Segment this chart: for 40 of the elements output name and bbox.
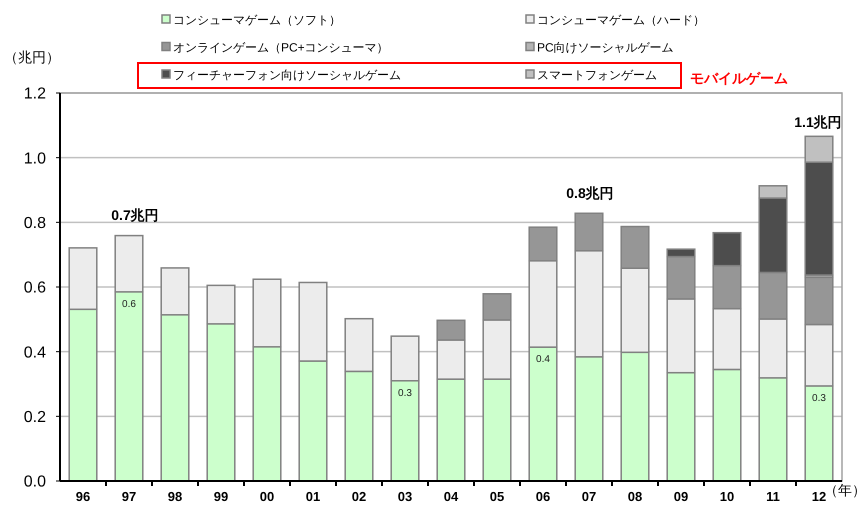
annotation: 0.8兆円 bbox=[566, 184, 614, 201]
x-tick-label: 97 bbox=[122, 489, 136, 504]
annotation: 1.1兆円 bbox=[794, 114, 842, 130]
y-axis-title: （兆円） bbox=[4, 49, 60, 65]
y-tick-label: 1.0 bbox=[24, 150, 46, 168]
data-label: 0.3 bbox=[398, 388, 412, 399]
y-tick-label: 1.2 bbox=[24, 86, 46, 103]
text: モバイルゲーム bbox=[690, 70, 788, 86]
x-tick-label: 10 bbox=[720, 489, 734, 504]
legend-label: フィーチャーフォン向けソーシャルゲーム bbox=[173, 68, 401, 82]
y-tick-label: 0.4 bbox=[24, 344, 46, 362]
x-axis-title: （年） bbox=[824, 482, 866, 498]
annotation: 0.7兆円 bbox=[111, 206, 159, 223]
legend-label: スマートフォンゲーム bbox=[537, 68, 657, 82]
x-tick-label: 96 bbox=[76, 489, 90, 504]
x-tick-label: 02 bbox=[352, 489, 366, 504]
x-tick-label: 12 bbox=[812, 489, 826, 504]
data-label: 0.6 bbox=[122, 298, 136, 310]
x-tick-label: 98 bbox=[168, 489, 182, 504]
x-tick-label: 08 bbox=[628, 489, 642, 504]
y-tick-label: 0.6 bbox=[24, 280, 46, 297]
legend-label: コンシューマゲーム（ハード） bbox=[537, 13, 705, 28]
legend-label: PC向けソーシャルゲーム bbox=[537, 40, 674, 55]
y-tick-label: 0.0 bbox=[24, 474, 46, 491]
x-tick-label: 06 bbox=[536, 489, 550, 504]
x-tick-label: 01 bbox=[306, 489, 320, 504]
data-label: 0.3 bbox=[812, 392, 826, 404]
x-tick-label: 00 bbox=[260, 489, 274, 504]
x-tick-label: 04 bbox=[444, 489, 459, 504]
y-tick-label: 0.8 bbox=[24, 214, 46, 232]
y-tick-label: 0.2 bbox=[24, 408, 46, 426]
x-tick-label: 05 bbox=[490, 489, 504, 504]
data-label: 0.4 bbox=[536, 354, 550, 366]
legend-label: コンシューマゲーム（ソフト） bbox=[173, 13, 341, 28]
x-tick-label: 07 bbox=[582, 489, 596, 504]
x-tick-label: 11 bbox=[766, 489, 780, 504]
x-tick-label: 03 bbox=[398, 489, 412, 504]
legend-label: オンラインゲーム（PC+コンシューマ） bbox=[173, 40, 389, 55]
x-tick-label: 09 bbox=[674, 489, 688, 504]
x-tick-label: 99 bbox=[214, 489, 228, 504]
